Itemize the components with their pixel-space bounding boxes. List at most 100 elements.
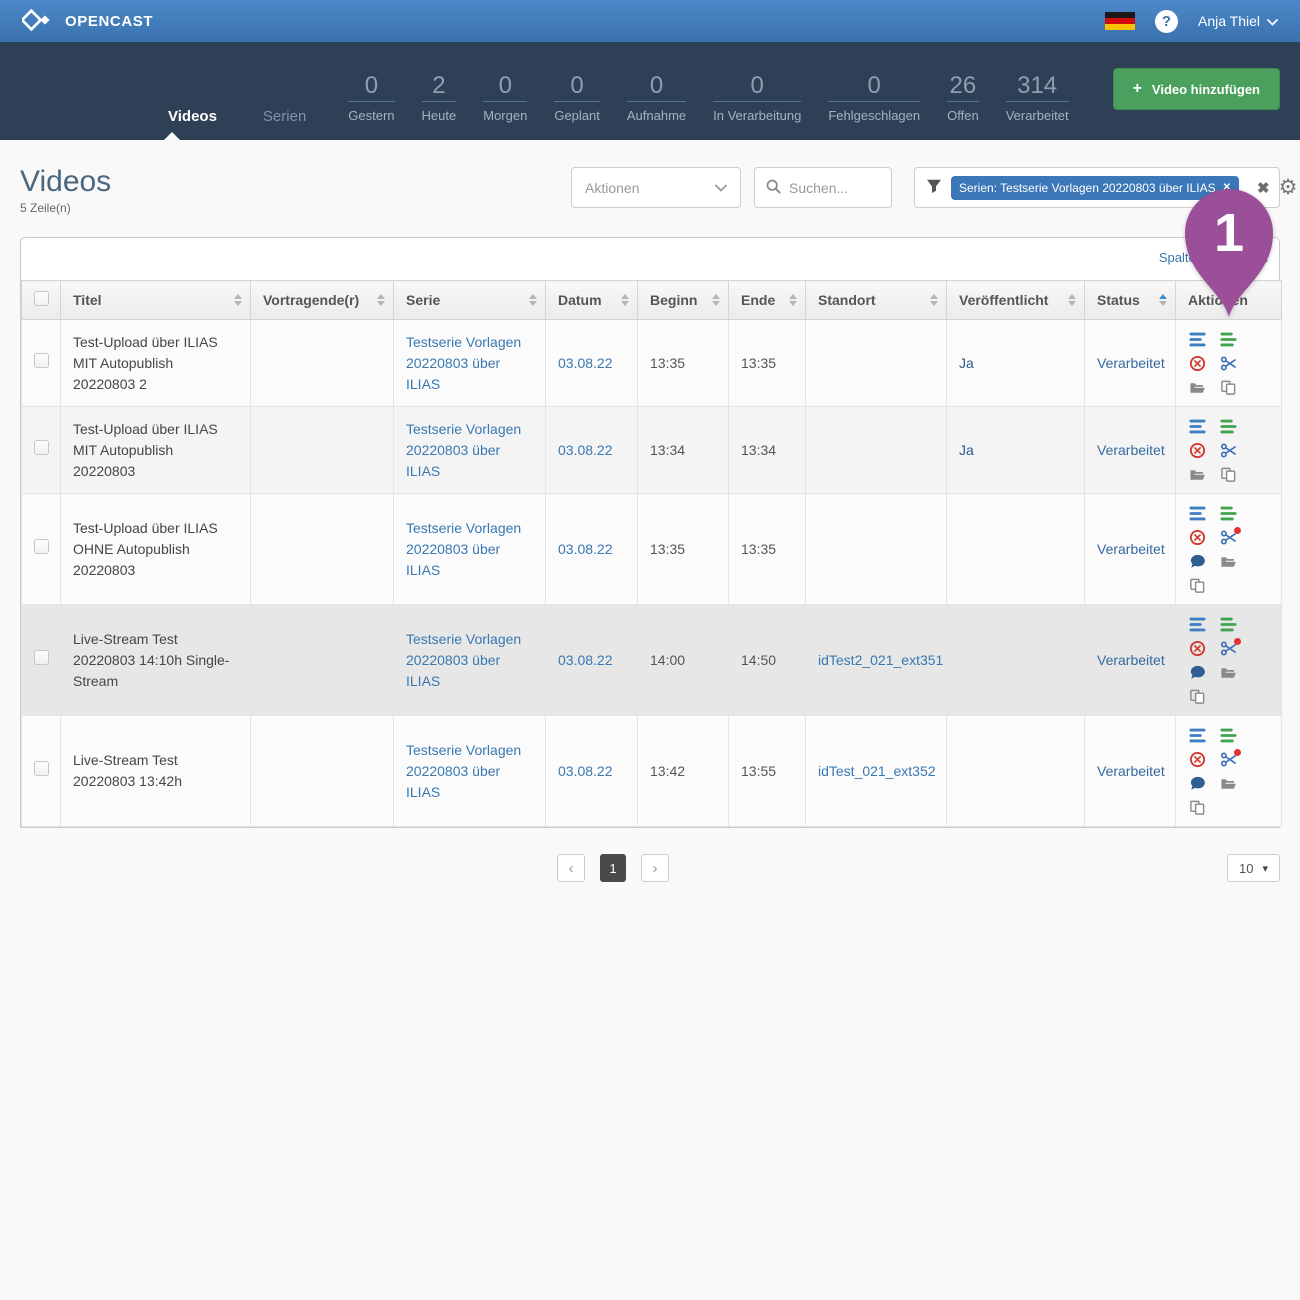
series-link[interactable]: Testserie Vorlagen 20220803 über ILIAS xyxy=(406,333,522,392)
comments-icon[interactable] xyxy=(1189,664,1206,681)
video-editor-icon[interactable] xyxy=(1220,355,1237,372)
assets-icon[interactable] xyxy=(1220,775,1237,792)
row-checkbox[interactable] xyxy=(33,760,49,776)
row-checkbox[interactable] xyxy=(33,352,49,368)
user-menu[interactable]: Anja Thiel xyxy=(1198,13,1278,29)
filter-chip[interactable]: Serien: Testserie Vorlagen 20220803 über… xyxy=(951,175,1240,200)
next-page-button[interactable]: › xyxy=(641,854,669,882)
actions-dropdown[interactable]: Aktionen xyxy=(571,167,741,208)
date-link[interactable]: 03.08.22 xyxy=(558,441,613,458)
search-input[interactable] xyxy=(789,179,880,196)
video-editor-icon[interactable] xyxy=(1220,638,1241,657)
series-link[interactable]: Testserie Vorlagen 20220803 über ILIAS xyxy=(406,741,522,800)
date-link[interactable]: 03.08.22 xyxy=(558,762,613,779)
opencast-brand: OPENCAST xyxy=(20,8,153,35)
stat-fehlgeschlagen[interactable]: 0 Fehlgeschlagen xyxy=(828,73,921,123)
sort-icon[interactable] xyxy=(615,294,629,306)
column-header-beginn[interactable]: Beginn xyxy=(637,280,729,320)
sort-icon[interactable] xyxy=(706,294,720,306)
assets-icon[interactable] xyxy=(1189,466,1206,483)
duplicate-icon[interactable] xyxy=(1189,799,1206,816)
stat-verarbeitet[interactable]: 314 Verarbeitet xyxy=(1005,73,1069,123)
stat-gestern[interactable]: 0 Gestern xyxy=(348,73,395,123)
column-header-standort[interactable]: Standort xyxy=(805,280,947,320)
column-header-ende[interactable]: Ende xyxy=(728,280,806,320)
edit-metadata-icon[interactable] xyxy=(1220,505,1237,522)
sort-icon[interactable] xyxy=(1062,294,1076,306)
stat-morgen[interactable]: 0 Morgen xyxy=(483,73,528,123)
sort-icon[interactable] xyxy=(228,294,242,306)
duplicate-icon[interactable] xyxy=(1189,688,1206,705)
language-flag-german-icon[interactable] xyxy=(1104,11,1135,31)
location-link[interactable]: idTest2_021_ext351 xyxy=(818,651,944,668)
edit-metadata-icon[interactable] xyxy=(1220,616,1237,633)
sort-icon[interactable] xyxy=(371,294,385,306)
event-details-icon[interactable] xyxy=(1189,616,1206,633)
duplicate-icon[interactable] xyxy=(1220,466,1237,483)
duplicate-icon[interactable] xyxy=(1220,379,1237,396)
delete-icon[interactable] xyxy=(1189,442,1206,459)
column-header-datum[interactable]: Datum xyxy=(545,280,638,320)
select-all-checkbox[interactable] xyxy=(33,291,49,306)
location-link[interactable]: idTest_021_ext352 xyxy=(818,762,936,779)
assets-icon[interactable] xyxy=(1189,379,1206,396)
delete-icon[interactable] xyxy=(1189,529,1206,546)
video-editor-icon[interactable] xyxy=(1220,527,1241,546)
sort-icon[interactable] xyxy=(523,294,537,306)
sort-icon[interactable] xyxy=(1153,294,1167,306)
tab-serien[interactable]: Serien xyxy=(262,108,307,125)
stat-geplant[interactable]: 0 Geplant xyxy=(554,73,600,123)
filter-settings-gear-icon[interactable]: ⚙ xyxy=(1278,176,1298,199)
stat-heute[interactable]: 2 Heute xyxy=(421,73,457,123)
delete-icon[interactable] xyxy=(1189,355,1206,372)
current-page-indicator[interactable]: 1 xyxy=(600,854,626,882)
delete-icon[interactable] xyxy=(1189,640,1206,657)
assets-icon[interactable] xyxy=(1220,553,1237,570)
edit-metadata-icon[interactable] xyxy=(1220,331,1237,348)
comments-icon[interactable] xyxy=(1189,553,1206,570)
column-header-serie[interactable]: Serie xyxy=(393,280,546,320)
series-link[interactable]: Testserie Vorlagen 20220803 über ILIAS xyxy=(406,630,522,689)
cell-published: Ja xyxy=(959,354,974,371)
duplicate-icon[interactable] xyxy=(1189,577,1206,594)
column-header-titel[interactable]: Titel xyxy=(60,280,251,320)
column-header-veröffentlicht[interactable]: Veröffentlicht xyxy=(946,280,1085,320)
edit-metadata-icon[interactable] xyxy=(1220,418,1237,435)
stat-aufnahme[interactable]: 0 Aufnahme xyxy=(626,73,687,123)
row-checkbox[interactable] xyxy=(33,439,49,455)
event-details-icon[interactable] xyxy=(1189,331,1206,348)
row-checkbox[interactable] xyxy=(33,649,49,665)
stat-value: 0 xyxy=(750,71,764,99)
comments-icon[interactable] xyxy=(1189,775,1206,792)
cell-end: 14:50 xyxy=(728,604,806,716)
event-details-icon[interactable] xyxy=(1189,505,1206,522)
edit-metadata-icon[interactable] xyxy=(1220,727,1237,744)
date-link[interactable]: 03.08.22 xyxy=(558,354,613,371)
prev-page-button[interactable]: ‹ xyxy=(557,854,585,882)
stat-offen[interactable]: 26 Offen xyxy=(947,73,979,123)
date-link[interactable]: 03.08.22 xyxy=(558,651,613,668)
date-link[interactable]: 03.08.22 xyxy=(558,540,613,557)
event-details-icon[interactable] xyxy=(1189,727,1206,744)
event-details-icon[interactable] xyxy=(1189,418,1206,435)
video-editor-icon[interactable] xyxy=(1220,749,1241,768)
column-header-status[interactable]: Status xyxy=(1084,280,1176,320)
video-editor-icon[interactable] xyxy=(1220,442,1237,459)
clear-filters-icon[interactable]: ✖ xyxy=(1257,179,1270,197)
stat-label: Fehlgeschlagen xyxy=(828,108,921,123)
series-link[interactable]: Testserie Vorlagen 20220803 über ILIAS xyxy=(406,519,522,578)
sort-icon[interactable] xyxy=(924,294,938,306)
edit-columns-link[interactable]: Spalten bearbeiten xyxy=(1158,250,1268,265)
help-icon[interactable]: ? xyxy=(1154,9,1178,33)
stat-in-verarbeitung[interactable]: 0 In Verarbeitung xyxy=(713,71,802,123)
delete-icon[interactable] xyxy=(1189,751,1206,768)
assets-icon[interactable] xyxy=(1220,664,1237,681)
page-size-select[interactable]: 10 ▾ xyxy=(1227,854,1280,882)
row-checkbox[interactable] xyxy=(33,538,49,554)
sort-icon[interactable] xyxy=(783,294,797,306)
series-link[interactable]: Testserie Vorlagen 20220803 über ILIAS xyxy=(406,420,522,479)
filter-chip-remove-icon[interactable]: ✕ xyxy=(1222,182,1232,193)
add-video-button[interactable]: + Video hinzufügen xyxy=(1112,68,1280,110)
column-header-vortragende-r[interactable]: Vortragende(r) xyxy=(250,280,394,320)
tab-videos[interactable]: Videos xyxy=(168,108,217,125)
